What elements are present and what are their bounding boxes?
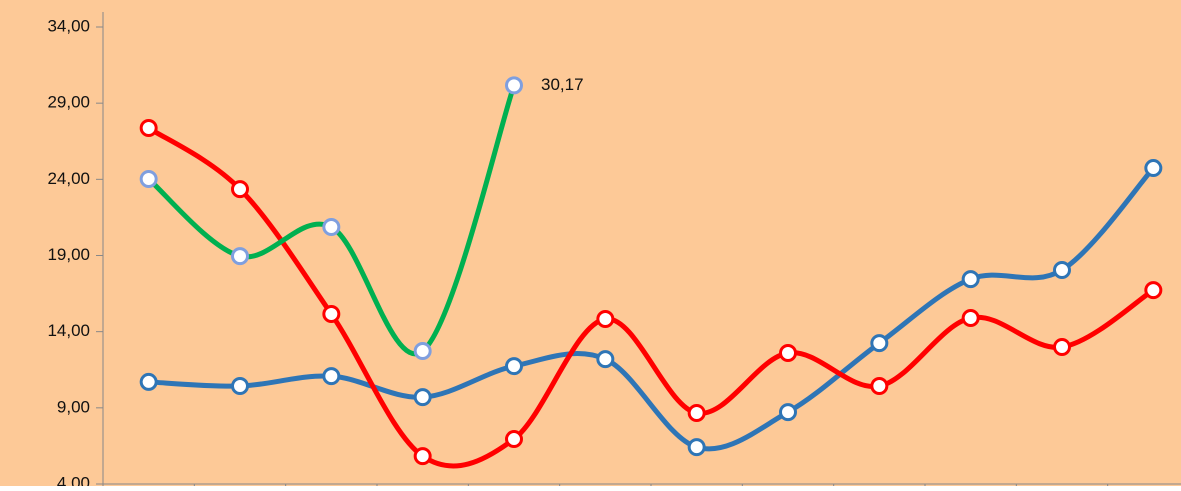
marker [779,403,797,422]
marker [687,404,706,423]
marker [687,438,706,457]
y-tick-label: 19,00 [47,245,90,264]
marker [139,118,158,137]
marker [413,342,432,361]
marker [505,430,523,449]
marker [961,270,980,289]
marker [505,357,523,376]
marker [596,310,615,329]
marker [1053,260,1071,279]
y-tick-label: 9,00 [57,397,90,416]
marker [505,76,523,95]
marker [322,367,341,386]
marker [413,447,432,466]
marker [231,247,249,266]
y-tick-label: 4,00 [57,473,90,486]
data-label: 30,17 [541,75,584,94]
y-tick-label: 24,00 [47,169,90,188]
marker [139,372,158,391]
marker [961,308,980,327]
marker [779,343,797,362]
series-line [146,82,517,357]
y-tick-label: 34,00 [47,16,90,35]
y-tick-label: 14,00 [47,321,90,340]
marker [1144,159,1163,178]
marker [596,350,615,369]
marker [1053,338,1071,357]
marker [1144,281,1163,300]
marker [870,377,889,396]
marker [139,170,158,189]
marker [413,388,432,407]
marker [231,377,249,396]
marker [870,334,889,353]
marker [231,180,249,199]
marker [322,218,341,237]
marker [322,304,341,323]
y-tick-label: 29,00 [47,93,90,112]
